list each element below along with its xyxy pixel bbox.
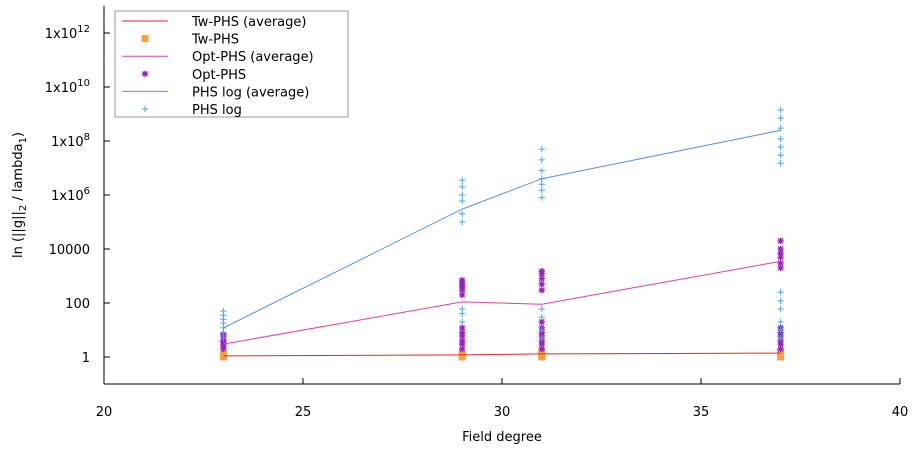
legend-label-phs-log-average: PHS log (average)	[192, 85, 309, 100]
phs-log-point	[777, 124, 784, 132]
opt-phs-point	[459, 291, 466, 299]
legend-swatch-opt-phs	[141, 70, 149, 77]
ticks: 20 25 30 35 40 1 100 10000 1x106 1x108 1x1010 1x101…	[45, 24, 909, 420]
legend-label-tw-phs: Tw-PHS	[191, 33, 239, 48]
phs-log-point	[459, 177, 466, 184]
phs-log-point	[777, 289, 784, 296]
y-axis-title-mid: / lambda	[11, 143, 26, 204]
phs-log-point	[459, 305, 466, 313]
phs-log-point	[777, 305, 784, 313]
x-axis-title: Field degree	[462, 430, 542, 445]
opt-phs-point	[538, 268, 545, 275]
x-tick-label: 40	[892, 405, 909, 420]
phs-log-point	[777, 135, 784, 143]
phs-log-point	[777, 326, 784, 334]
opt-phs-point	[538, 286, 545, 294]
phs-log-point	[538, 313, 545, 321]
opt-phs-point	[777, 345, 784, 353]
tw-phs-point	[538, 348, 546, 356]
phs-log-point	[777, 151, 784, 159]
y-axis-title-end: )	[11, 132, 26, 137]
phs-log-point	[459, 191, 466, 199]
y-tick-label: 1x108	[51, 132, 90, 150]
legend-label-phs-log: PHS log	[192, 103, 242, 118]
phs-log-point	[220, 307, 227, 315]
phs-log-point	[220, 334, 227, 342]
y-axis-title-sub1: 2	[18, 205, 29, 211]
phs-log-point	[459, 183, 466, 191]
phs-log-point	[538, 187, 545, 194]
opt-phs-point	[777, 259, 784, 267]
phs-log-point	[777, 106, 784, 114]
legend-box	[114, 10, 349, 118]
y-axis-title-main: ln (||g||	[11, 211, 26, 258]
opt-phs-point	[777, 245, 784, 253]
tw-phs-average-line	[223, 352, 781, 357]
opt-phs-point	[538, 318, 545, 326]
legend-label-opt-phs-average: Opt-PHS (average)	[192, 50, 314, 65]
phs-log-point	[538, 181, 545, 188]
phs-log-average-line	[223, 129, 781, 329]
legend: Tw-PHS (average) Tw-PHS Opt-PHS (average) O…	[114, 10, 349, 118]
opt-phs-point	[459, 286, 466, 294]
tw-phs-point	[458, 349, 466, 357]
y-tick-label: 1x1012	[45, 24, 90, 42]
opt-phs-point	[459, 345, 466, 353]
legend-items: Tw-PHS (average) Tw-PHS Opt-PHS (average) O…	[122, 15, 314, 118]
phs-log-point	[777, 297, 784, 305]
tw-phs-point	[777, 349, 785, 357]
phs-log-point	[538, 326, 545, 334]
phs-log-point	[777, 334, 784, 342]
y-tick-label: 1	[82, 351, 90, 366]
phs-log-point	[459, 318, 466, 326]
series	[219, 106, 785, 361]
opt-phs-point	[459, 324, 466, 332]
phs-log-point	[538, 156, 545, 164]
opt-phs-point	[538, 275, 545, 282]
opt-phs-point	[538, 280, 545, 288]
y-axis-title: ln (||g||2 / lambda1)	[11, 132, 29, 258]
y-tick-label: 10000	[49, 243, 90, 258]
legend-label-tw-phs-average: Tw-PHS (average)	[191, 15, 306, 30]
opt-phs-point	[459, 329, 466, 336]
phs-log-point	[777, 160, 784, 167]
opt-phs-point	[777, 340, 784, 348]
y-tick-label: 1x106	[51, 186, 90, 204]
phs-log-point	[538, 305, 545, 313]
x-tick-label: 20	[96, 405, 113, 420]
y-tick-label: 1x1010	[45, 78, 90, 96]
y-tick-label: 100	[65, 297, 90, 312]
phs-log-point	[538, 145, 545, 153]
legend-swatch-tw-phs	[141, 35, 149, 43]
opt-phs-point	[459, 276, 466, 284]
x-tick-label: 25	[295, 405, 312, 420]
phs-log-point	[538, 167, 545, 174]
opt-phs-point	[459, 340, 466, 348]
opt-phs-average-line	[223, 260, 781, 345]
opt-phs-point	[538, 345, 545, 353]
x-tick-label: 30	[494, 405, 511, 420]
opt-phs-point	[538, 340, 545, 348]
phs-log-point	[538, 334, 545, 342]
phs-log-point	[459, 218, 466, 226]
opt-phs-point	[777, 237, 784, 245]
phs-log-point	[538, 194, 545, 201]
phs-log-point	[777, 318, 784, 326]
legend-label-opt-phs: Opt-PHS	[192, 68, 246, 83]
legend-swatch-phs-log	[141, 105, 149, 113]
phs-log-point	[459, 210, 466, 218]
phs-log-point	[777, 143, 784, 151]
opt-phs-point	[777, 249, 784, 257]
phs-log-point	[777, 114, 784, 122]
opt-phs-point	[459, 337, 466, 344]
opt-phs-point	[459, 332, 466, 340]
phs-log-point	[459, 197, 466, 205]
x-tick-label: 35	[693, 405, 710, 420]
tw-phs-point	[219, 350, 227, 358]
opt-phs-point	[777, 253, 784, 261]
y-axis-title-sub2: 1	[18, 137, 29, 143]
opt-phs-point	[777, 264, 784, 272]
